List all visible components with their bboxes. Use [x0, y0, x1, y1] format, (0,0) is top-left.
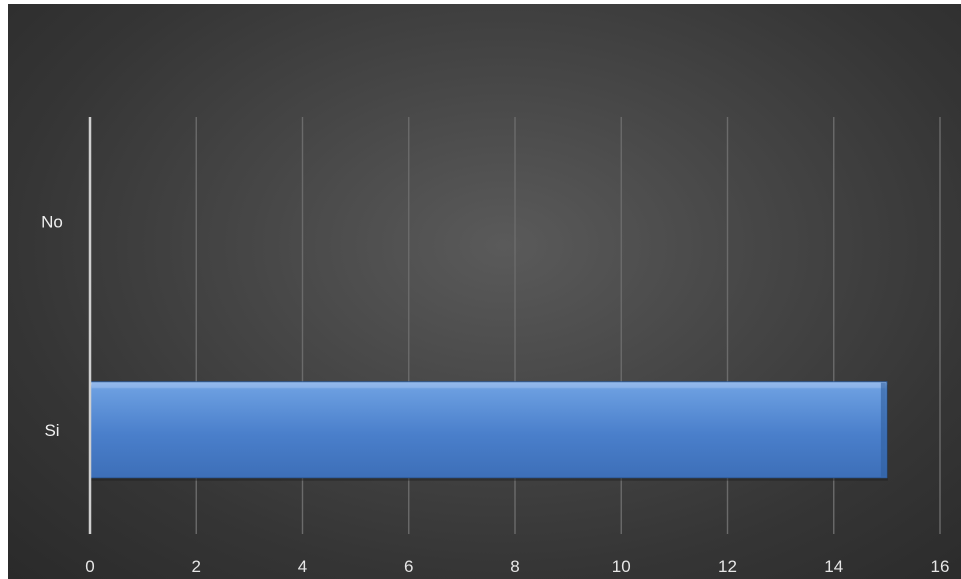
- bar-bevel: [92, 382, 885, 388]
- x-tick-label: 16: [931, 557, 950, 576]
- x-tick-label: 2: [192, 557, 201, 576]
- x-tick-label: 10: [612, 557, 631, 576]
- bar-chart: 0 2 4 6 8 10 12 14 16 Si No: [41, 117, 949, 576]
- bars: [89, 381, 888, 481]
- labels: 0 2 4 6 8 10 12 14 16 Si No: [41, 212, 949, 576]
- x-tick-label: 12: [718, 557, 737, 576]
- chart-area: 0 2 4 6 8 10 12 14 16 Si No: [8, 4, 961, 579]
- gridlines: [195, 117, 941, 534]
- x-tick-label: 4: [298, 557, 307, 576]
- x-tick-label: 0: [85, 557, 94, 576]
- x-tick-label: 14: [824, 557, 843, 576]
- bar-si: [89, 381, 888, 481]
- x-tick-label: 6: [404, 557, 413, 576]
- y-category-label: No: [41, 212, 63, 231]
- bar: [89, 381, 888, 479]
- x-tick-label: 8: [510, 557, 519, 576]
- y-category-label: Si: [44, 421, 59, 440]
- bar-edge: [880, 382, 886, 477]
